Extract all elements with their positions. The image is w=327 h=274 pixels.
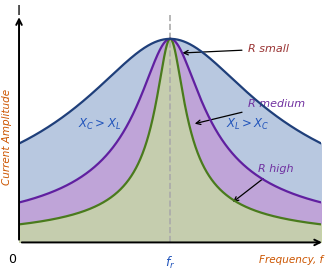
- Text: R small: R small: [184, 44, 288, 55]
- Text: R medium: R medium: [196, 99, 305, 124]
- Text: Frequency, f: Frequency, f: [259, 255, 323, 265]
- Text: Current Amplitude: Current Amplitude: [2, 89, 12, 185]
- Text: $X_L > X_C$: $X_L > X_C$: [226, 117, 269, 132]
- Text: $X_C > X_L$: $X_C > X_L$: [78, 117, 121, 132]
- Text: 0: 0: [8, 253, 16, 266]
- Text: $f_r$: $f_r$: [165, 255, 176, 271]
- Text: I: I: [17, 4, 21, 18]
- Text: R high: R high: [234, 164, 293, 201]
